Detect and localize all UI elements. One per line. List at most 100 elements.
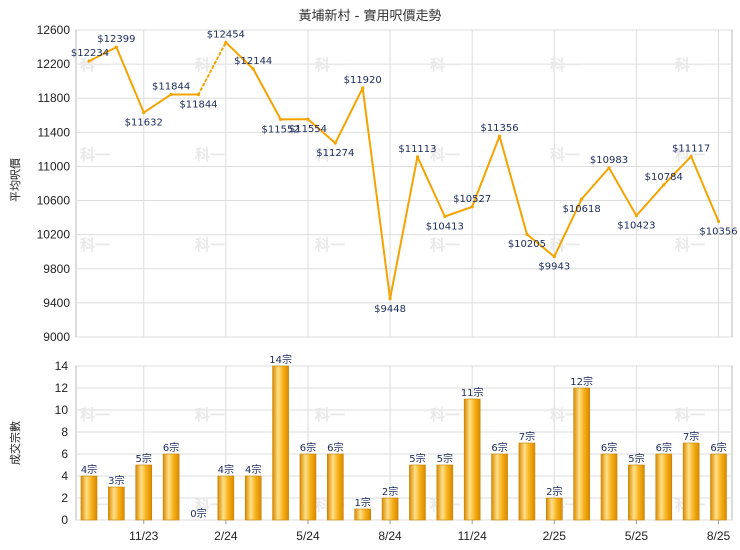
line-value-label: $10983: [590, 155, 628, 166]
watermark-text: 科一: [195, 56, 225, 74]
watermark-text: 科一: [675, 236, 705, 254]
line-value-label: $10205: [508, 239, 546, 250]
line-value-label: $10527: [453, 194, 491, 205]
watermark-text: 科一: [430, 406, 460, 424]
watermark-text: 科一: [550, 146, 580, 164]
line-point: [388, 297, 392, 301]
watermark-text: 科一: [80, 146, 110, 164]
x-tick-label: 11/24: [458, 529, 487, 543]
line-y-tick-label: 12200: [37, 57, 71, 71]
x-tick-label: 11/23: [129, 529, 158, 543]
line-y-tick-label: 10600: [37, 194, 71, 208]
line-point: [497, 134, 502, 138]
bar: [272, 365, 289, 521]
line-point: [470, 205, 474, 209]
line-point: [580, 197, 584, 201]
line-y-tick-label: 11000: [38, 159, 71, 173]
watermark-text: 科一: [550, 236, 580, 254]
line-point: [662, 183, 666, 187]
bar-y-tick-label: 10: [55, 403, 69, 417]
line-point: [525, 232, 529, 236]
line-point: [607, 166, 611, 170]
line-point: [689, 154, 693, 159]
line-y-tick-label: 9400: [43, 296, 70, 310]
bar-value-label: 6宗: [300, 441, 316, 454]
x-tick-label: 5/25: [625, 529, 649, 543]
bar: [381, 497, 399, 521]
line-point: [196, 92, 201, 97]
bar-value-label: 5宗: [628, 452, 644, 465]
line-y-tick-label: 12600: [37, 23, 71, 37]
bar-value-label: 12宗: [570, 375, 593, 388]
watermark-text: 科一: [675, 56, 705, 74]
line-value-label: $11117: [672, 143, 710, 154]
watermark-text: 科一: [195, 236, 225, 254]
bar: [682, 442, 700, 521]
line-point: [415, 155, 420, 159]
bar: [518, 442, 536, 521]
bar-y-tick-label: 8: [61, 425, 68, 439]
line-y-tick-label: 9800: [43, 262, 70, 276]
line-point: [333, 141, 337, 145]
bar-value-label: 6宗: [327, 441, 343, 454]
bar-value-label: 2宗: [546, 485, 562, 498]
line-segment: [115, 46, 145, 114]
bar-value-label: 0宗: [190, 507, 206, 520]
watermark-text: 科一: [315, 146, 345, 164]
bar-value-label: 2宗: [382, 485, 398, 498]
watermark-text: 科一: [315, 236, 345, 254]
bar-y-tick-label: 4: [61, 469, 68, 483]
line-segment: [252, 67, 282, 121]
bar: [710, 453, 727, 521]
bar-value-label: 11宗: [461, 386, 484, 399]
bar: [655, 453, 673, 521]
line-segment: [635, 183, 665, 217]
bar-value-label: 3宗: [108, 474, 124, 487]
bar-y-tick-label: 12: [55, 381, 69, 395]
bar: [600, 453, 618, 521]
line-point: [634, 214, 639, 218]
bar-y-tick-label: 14: [55, 359, 69, 373]
line-value-label: $11552: [261, 124, 299, 135]
watermark-text: 科一: [195, 146, 225, 164]
watermark-text: 科一: [430, 236, 460, 254]
bar-value-label: 4宗: [81, 463, 97, 476]
bar-value-label: 6宗: [656, 441, 672, 454]
line-point: [716, 219, 721, 223]
bar: [463, 398, 481, 521]
line-segment: [690, 155, 720, 223]
line-segment: [416, 155, 446, 218]
line-segment: [224, 41, 255, 70]
watermark-text: 科一: [675, 406, 705, 424]
line-value-label: $11113: [398, 144, 436, 155]
bar: [354, 508, 372, 521]
line-point: [552, 254, 556, 259]
bar-y-axis-label: 成交宗數: [8, 421, 22, 465]
bar-value-label: 7宗: [519, 430, 535, 443]
chart-title: 黃埔新村 - 實用呎價走勢: [299, 8, 442, 24]
line-segment: [361, 86, 392, 300]
bar: [299, 453, 317, 521]
line-point: [87, 59, 91, 63]
bar-value-label: 5宗: [409, 452, 425, 465]
watermark-text: 科一: [80, 406, 110, 424]
watermark-text: 科一: [430, 146, 460, 164]
watermark-text: 科一: [80, 56, 110, 74]
bar-value-label: 6宗: [710, 441, 726, 454]
bar: [545, 497, 563, 521]
line-segment: [608, 166, 638, 217]
x-tick-label: 8/24: [378, 529, 402, 543]
line-value-label: $10356: [699, 226, 737, 237]
watermark-text: 科一: [550, 56, 580, 74]
line-segment: [88, 46, 118, 63]
bar-plot-area: [75, 365, 733, 521]
line-point: [306, 117, 310, 121]
bar: [217, 475, 235, 521]
bar-value-label: 4宗: [245, 463, 261, 476]
bar-y-tick-label: 2: [61, 491, 68, 505]
bar: [244, 475, 262, 521]
watermark-text: 科一: [195, 406, 225, 424]
line-segment: [389, 155, 419, 300]
watermark-text: 科一: [195, 496, 225, 514]
